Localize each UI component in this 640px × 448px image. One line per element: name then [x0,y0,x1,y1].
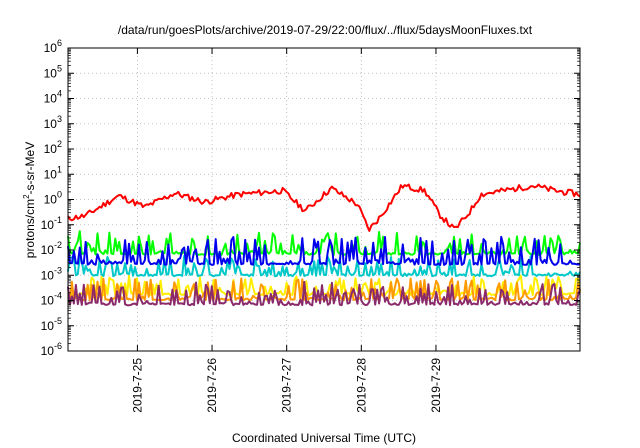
series-line-1 [67,230,581,256]
grid-lines [68,48,580,351]
y-tick-label: 102 [44,139,62,156]
x-tick-label: 2019-7-26 [205,358,219,413]
y-tick-label: 10-5 [41,316,62,333]
y-tick-label: 105 [44,63,62,80]
series-line-3 [67,235,581,266]
y-tick-label: 101 [44,164,62,181]
x-tick-label: 2019-7-28 [354,358,368,413]
y-axis-label-rest: -s-sr-MeV [23,142,37,195]
x-tick-label: 2019-7-25 [130,358,144,413]
y-tick-label: 10-4 [41,291,62,308]
series-line-0 [67,183,581,232]
x-tick-label: 2019-7-29 [429,358,443,413]
x-tick-label: 2019-7-27 [280,358,294,413]
y-axis-label: protons/cm2-s-sr-MeV [22,142,37,258]
x-axis-ticks: 2019-7-25 2019-7-26 2019-7-27 2019-7-28 2019… [130,48,443,413]
y-tick-label: 106 [44,38,62,55]
y-tick-label: 10-2 [41,240,62,257]
y-axis-label-unit: protons/cm [23,199,37,258]
series-line-6 [67,280,581,307]
data-series-group [67,183,581,307]
y-tick-label: 10-1 [41,215,62,232]
y-axis-ticks: 10-6 10-5 10-4 10-3 10-2 10-1 100 101 102 103 104 1… [41,38,580,358]
y-tick-label: 104 [44,89,62,106]
chart-title: /data/run/goesPlots/archive/2019-07-29/2… [118,23,533,37]
series-line-2 [67,254,581,278]
y-tick-label: 103 [44,114,62,131]
y-axis-label-superscript: 2 [22,194,31,199]
x-axis-label: Coordinated Universal Time (UTC) [232,431,416,445]
y-tick-label: 100 [44,190,62,207]
y-tick-label: 10-6 [41,341,62,358]
y-tick-label: 10-3 [41,265,62,282]
